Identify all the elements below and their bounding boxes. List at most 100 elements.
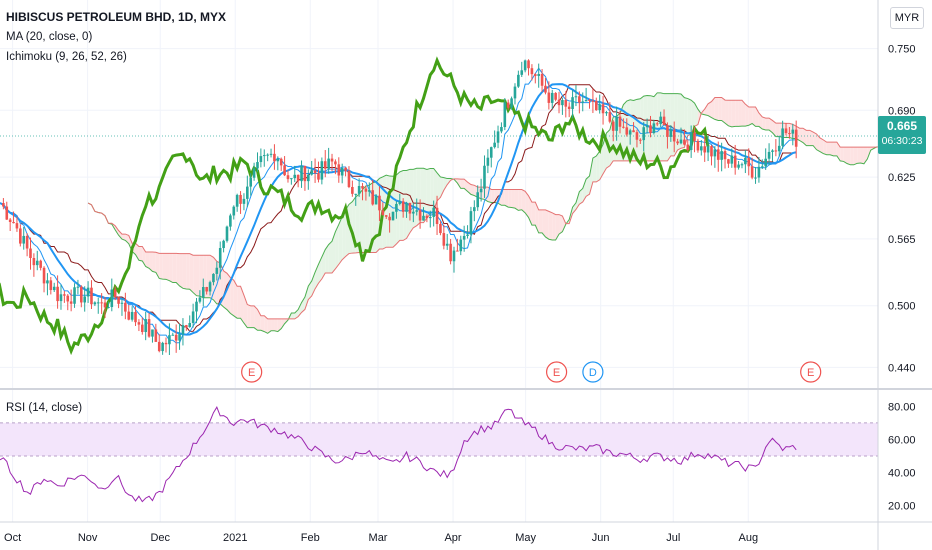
candle-body (344, 167, 347, 171)
earnings-marker (800, 361, 822, 383)
legend-rsi[interactable]: RSI (14, close) (6, 402, 83, 414)
cloud-segment (738, 100, 742, 127)
candle-body (100, 302, 103, 304)
candle-body (513, 86, 517, 99)
cloud-segment (545, 209, 549, 240)
price-tick-label: 0.565 (888, 234, 916, 246)
cloud-segment (552, 212, 556, 241)
candle-body (73, 287, 76, 304)
candle-body (171, 334, 175, 336)
candle-body (154, 329, 158, 342)
legend-ichimoku[interactable]: Ichimoku (9, 26, 52, 26) (6, 51, 127, 63)
candle-body (594, 100, 598, 111)
candle-body (462, 235, 466, 240)
time-tick-label: May (515, 532, 536, 544)
bar-countdown: 06:30:23 (881, 135, 923, 147)
cloud-segment (159, 253, 163, 280)
cloud-segment (636, 98, 641, 161)
candle-body (22, 235, 26, 244)
currency-button[interactable]: MYR (890, 7, 924, 29)
candle-body (767, 151, 771, 159)
price-tick-label: 0.500 (888, 301, 916, 313)
cloud-segment (457, 178, 461, 189)
candle-body (422, 215, 425, 221)
cloud-segment (572, 202, 576, 214)
cloud-segment (670, 93, 675, 156)
candle-body (195, 301, 198, 312)
cloud-segment (470, 184, 475, 196)
candle-body (578, 96, 581, 103)
cloud-segment (514, 189, 519, 211)
candle-body (500, 127, 503, 132)
candle-body (303, 165, 307, 182)
cloud-segment (342, 209, 346, 260)
cloud-segment (589, 158, 593, 195)
candle-body (608, 112, 612, 122)
cloud-segment (562, 216, 566, 232)
candle-body (605, 112, 608, 114)
cloud-segment (467, 182, 471, 195)
candle-body (473, 207, 476, 212)
cloud-segment (711, 97, 715, 120)
candle-body (374, 195, 378, 205)
candle-body (140, 324, 144, 333)
dividend-marker (582, 361, 604, 383)
candle-body (628, 130, 632, 135)
candle-body (452, 250, 456, 262)
cloud-segment (748, 107, 753, 126)
cloud-segment (433, 168, 438, 211)
cloud-segment (653, 92, 658, 161)
candle-body (564, 100, 568, 107)
cloud-segment (233, 280, 238, 319)
rsi-tick-label: 60.00 (888, 434, 916, 446)
candle-body (66, 295, 70, 302)
candle-body (703, 146, 707, 153)
cloud-segment (735, 100, 739, 127)
candle-body (584, 100, 588, 102)
cloud-segment (196, 255, 200, 297)
cloud-segment (179, 253, 183, 289)
candle-body (218, 248, 222, 268)
cloud-segment (531, 202, 536, 226)
cloud-segment (511, 189, 515, 209)
time-tick-label: Oct (4, 532, 21, 544)
candle-body (466, 234, 469, 236)
cloud-segment (332, 231, 336, 273)
cloud-segment (860, 147, 864, 164)
candle-body (364, 188, 368, 192)
candle-body (459, 239, 463, 252)
candle-body (39, 260, 42, 268)
candle-body (174, 334, 178, 341)
candle-body (137, 322, 141, 325)
candle-body (347, 170, 351, 187)
candle-body (300, 165, 303, 182)
rsi-pane (0, 406, 878, 503)
candle-body (42, 267, 46, 284)
candle-body (198, 297, 202, 302)
legend-ma[interactable]: MA (20, close, 0) (6, 31, 93, 43)
cloud-segment (758, 112, 763, 130)
cloud-segment (237, 286, 241, 319)
cloud-segment (745, 104, 749, 127)
cloud-segment (321, 249, 326, 279)
candle-body (80, 286, 83, 303)
candle-body (486, 157, 490, 166)
candle-body (357, 185, 361, 194)
cloud-segment (687, 98, 692, 136)
candle-body (652, 123, 656, 133)
candle-body (781, 128, 784, 146)
candle-body (747, 157, 751, 167)
cloud-segment (684, 97, 688, 148)
candle-body (185, 325, 188, 328)
cloud-segment (359, 189, 363, 253)
cloud-segment (731, 100, 736, 127)
cloud-segment (508, 189, 512, 208)
candle-body (740, 164, 744, 166)
candle-body (415, 210, 419, 212)
earnings-marker-label: E (553, 367, 560, 379)
candle-body (323, 161, 327, 169)
cloud-segment (843, 147, 847, 164)
candle-body (445, 243, 449, 246)
candle-body (371, 190, 374, 205)
